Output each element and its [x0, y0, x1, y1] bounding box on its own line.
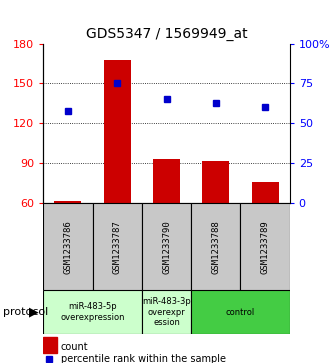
Bar	[142, 290, 191, 334]
Bar	[202, 161, 229, 203]
Text: GSM1233790: GSM1233790	[162, 220, 171, 274]
Bar	[43, 290, 142, 334]
Text: protocol: protocol	[3, 307, 49, 317]
Bar	[191, 203, 240, 290]
Bar	[43, 337, 57, 353]
Title: GDS5347 / 1569949_at: GDS5347 / 1569949_at	[86, 27, 247, 41]
Bar	[191, 290, 290, 334]
Text: miR-483-3p
overexpr
ession: miR-483-3p overexpr ession	[142, 297, 191, 327]
Bar	[153, 159, 180, 203]
Bar	[251, 182, 279, 203]
Text: GSM1233789: GSM1233789	[260, 220, 270, 274]
Bar	[240, 203, 290, 290]
Text: miR-483-5p
overexpression: miR-483-5p overexpression	[60, 302, 125, 322]
Bar	[54, 201, 82, 203]
Text: GSM1233786: GSM1233786	[63, 220, 73, 274]
Bar	[104, 60, 131, 203]
Bar	[142, 203, 191, 290]
Text: control: control	[226, 308, 255, 317]
Text: percentile rank within the sample: percentile rank within the sample	[61, 354, 225, 363]
Text: ▶: ▶	[29, 306, 38, 319]
Bar	[43, 203, 93, 290]
Text: GSM1233787: GSM1233787	[113, 220, 122, 274]
Text: GSM1233788: GSM1233788	[211, 220, 220, 274]
Text: count: count	[61, 342, 88, 352]
Bar	[93, 203, 142, 290]
